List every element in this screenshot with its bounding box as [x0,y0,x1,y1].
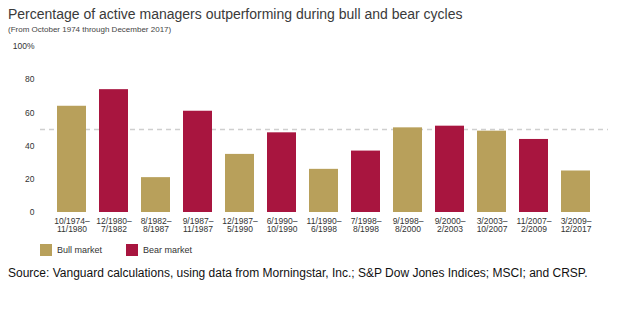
svg-text:11/2007–2/2009: 11/2007–2/2009 [517,216,552,235]
svg-text:7/1998–8/1998: 7/1998–8/1998 [351,216,382,235]
svg-text:100%: 100% [13,41,35,51]
html-text:Bear market: Bear market [143,245,192,255]
svg-text:20: 20 [25,174,35,184]
svg-text:40: 40 [25,141,35,151]
svg-text:12/1980–7/1982: 12/1980–7/1982 [96,216,132,235]
html-text:Bull market: Bull market [57,245,102,255]
html-text:Source: Vanguard calculations,: Source: Vanguard calculations, using dat… [8,266,588,280]
svg-text:3/2009–12/2017: 3/2009–12/2017 [561,216,592,235]
svg-text:11/1990–6/1998: 11/1990–6/1998 [307,216,342,235]
svg-text:3/2003–10/2007: 3/2003–10/2007 [477,216,508,235]
svg-text:60: 60 [25,108,35,118]
html-text:(From October 1974 through Dec: (From October 1974 through December 2017… [8,25,172,34]
svg-text:10/1974–11/1980: 10/1974–11/1980 [54,216,90,235]
svg-text:9/2000–2/2003: 9/2000–2/2003 [435,216,466,235]
svg-text:9/1987–11/1987: 9/1987–11/1987 [183,216,214,235]
svg-text:6/1990–10/1990: 6/1990–10/1990 [267,216,298,235]
svg-text:80: 80 [25,74,35,84]
html-text:Percentage of active managers: Percentage of active managers outperform… [8,6,463,22]
svg-text:8/1982–8/1987: 8/1982–8/1987 [141,216,172,235]
svg-text:12/1987–5/1990: 12/1987–5/1990 [222,216,258,235]
svg-text:9/1998–8/2000: 9/1998–8/2000 [393,216,424,235]
svg-text:0: 0 [30,207,35,217]
